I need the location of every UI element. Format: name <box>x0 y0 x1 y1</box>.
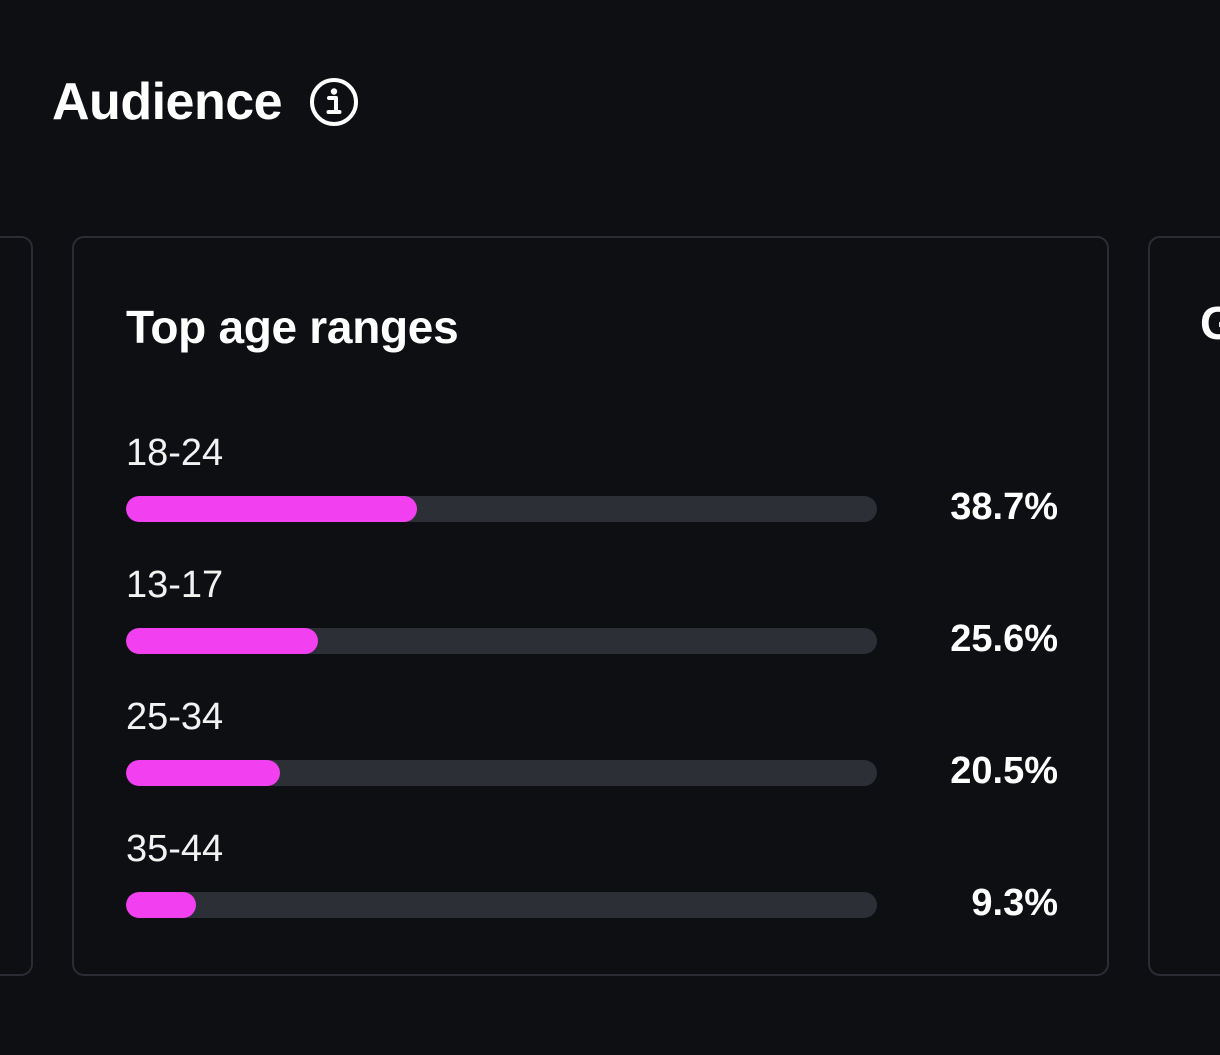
age-row: 18-24 38.7% <box>126 434 1058 534</box>
info-circle-icon[interactable] <box>308 76 360 128</box>
percentage-value: 38.7% <box>950 486 1058 528</box>
card-title: Top age ranges <box>126 301 459 353</box>
age-range-label: 13-17 <box>126 564 224 606</box>
bar-track <box>126 628 877 654</box>
bar-track <box>126 892 877 918</box>
age-range-label: 35-44 <box>126 828 224 870</box>
bar-fill <box>126 496 417 522</box>
age-row: 13-17 25.6% <box>126 566 1058 666</box>
age-range-label: 18-24 <box>126 432 224 474</box>
percentage-value: 20.5% <box>950 750 1058 792</box>
bar-track <box>126 496 877 522</box>
bar-fill <box>126 628 319 654</box>
age-range-label: 25-34 <box>126 696 224 738</box>
age-row: 35-44 9.3% <box>126 830 1058 930</box>
previous-card <box>0 236 33 976</box>
percentage-value: 25.6% <box>950 618 1058 660</box>
age-row: 25-34 20.5% <box>126 698 1058 798</box>
bar-track <box>126 760 877 786</box>
next-card-title: G <box>1200 300 1220 346</box>
bar-fill <box>126 760 280 786</box>
audience-header: Audience <box>52 70 360 134</box>
bar-fill <box>126 892 196 918</box>
percentage-value: 9.3% <box>971 882 1058 924</box>
section-title: Audience <box>52 73 283 131</box>
top-age-ranges-card: Top age ranges 18-24 38.7% 13-17 25.6% 2… <box>72 236 1109 976</box>
next-card: G <box>1148 236 1220 976</box>
